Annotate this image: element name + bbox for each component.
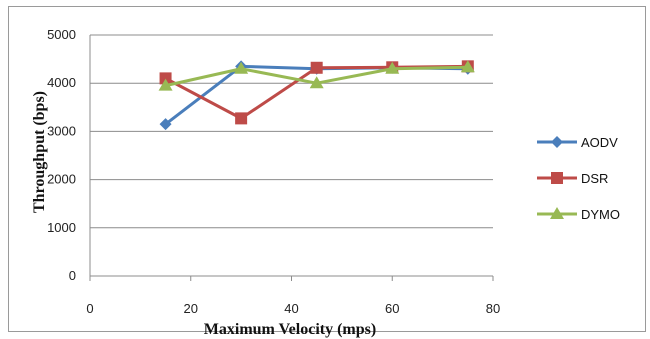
legend-marker-dymo xyxy=(550,207,564,219)
y-tick-label: 2000 xyxy=(47,172,76,187)
data-point-dymo xyxy=(234,61,249,74)
data-point-aodv xyxy=(159,118,172,131)
data-point-dymo xyxy=(309,76,324,89)
data-point-dymo xyxy=(158,78,173,91)
legend-label-dsr: DSR xyxy=(581,171,608,186)
y-tick-label: 4000 xyxy=(47,75,76,90)
gridlines xyxy=(90,34,493,277)
series-dymo xyxy=(158,60,475,91)
data-point-dsr xyxy=(310,61,323,74)
legend-label-dymo: DYMO xyxy=(581,207,620,222)
tick-labels: 0 1000 2000 3000 4000 5000 0 20 40 60 80 xyxy=(47,27,500,316)
x-tick-label: 40 xyxy=(284,301,298,316)
y-tick-label: 1000 xyxy=(47,220,76,235)
x-tick-label: 0 xyxy=(86,301,93,316)
legend-item-dymo: DYMO xyxy=(537,207,620,222)
x-tick-label: 60 xyxy=(385,301,399,316)
y-axis-label: Throughput (bps) xyxy=(31,91,48,213)
x-tick-label: 20 xyxy=(184,301,198,316)
axes xyxy=(89,35,494,281)
legend-item-dsr: DSR xyxy=(537,171,608,186)
y-tick-label: 3000 xyxy=(47,123,76,138)
series-group xyxy=(158,60,475,131)
chart-frame xyxy=(8,6,646,332)
legend-marker-aodv xyxy=(551,136,563,148)
data-point-dsr xyxy=(159,72,172,85)
legend: AODV DSR DYMO xyxy=(537,135,620,222)
legend-label-aodv: AODV xyxy=(581,135,618,150)
data-point-dymo xyxy=(385,61,400,74)
y-tick-label: 0 xyxy=(69,268,76,283)
x-axis-label: Maximum Velocity (mps) xyxy=(204,321,376,338)
y-tick-label: 5000 xyxy=(47,27,76,42)
legend-marker-dsr xyxy=(551,172,563,184)
legend-item-aodv: AODV xyxy=(537,135,618,150)
data-point-dsr xyxy=(235,112,248,125)
x-tick-label: 80 xyxy=(486,301,500,316)
data-point-dymo xyxy=(460,60,475,73)
